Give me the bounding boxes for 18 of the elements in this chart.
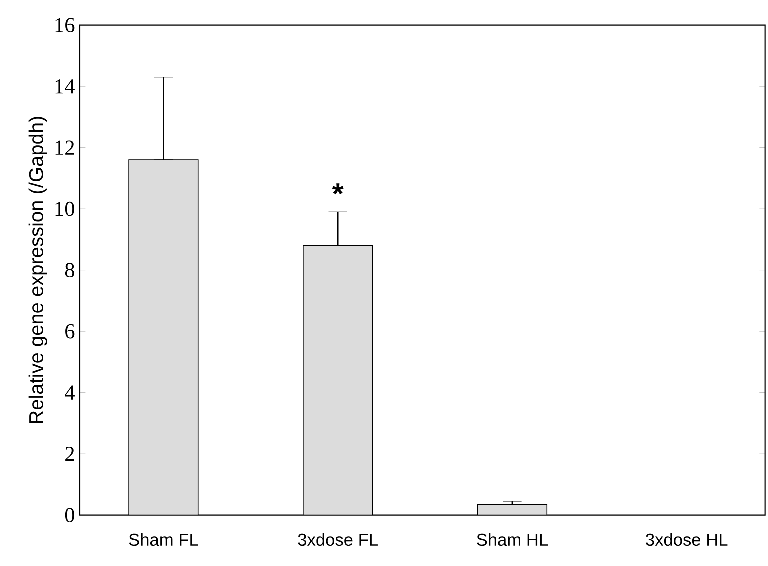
bar [477,504,548,516]
y-tick-label: 0 [65,508,74,523]
y-tick-label: 12 [56,140,74,155]
annotation: * [332,184,344,195]
y-tick-label: 16 [56,18,75,32]
y-tick-label: 6 [66,324,75,339]
x-tick-label: Sham HL [477,533,548,546]
y-tick-label: 8 [65,263,74,278]
y-tick-label: 4 [65,386,75,400]
x-tick-label: 3xdose FL [298,533,378,546]
y-tick-label: 10 [56,202,74,216]
y-tick-label: 14 [56,80,75,94]
x-tick-label: Sham FL [129,533,198,546]
bar [128,160,199,516]
x-tick-label: 3xdose HL [646,533,728,546]
y-tick-label: 2 [66,447,74,462]
bar [303,245,374,516]
y-axis-title: Relative gene expression (/Gapdh) [28,117,48,424]
